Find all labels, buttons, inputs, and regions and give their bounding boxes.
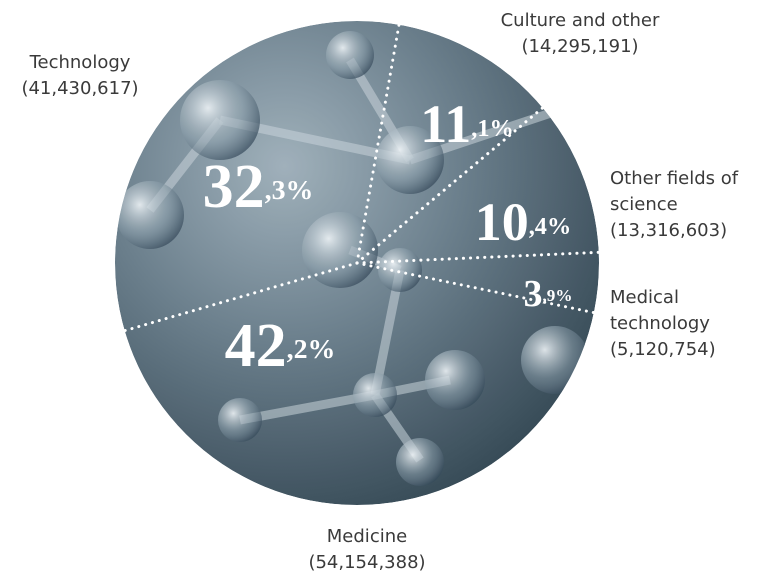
value-label: (41,430,617) [0,76,160,102]
value-label: (54,154,388) [287,550,447,576]
category-name: Culture and other [500,8,660,34]
value-label: (14,295,191) [500,34,660,60]
category-name: Other fields of science [610,166,758,218]
slice-label: Other fields of science(13,316,603) [610,166,758,244]
category-name: Technology [0,50,160,76]
value-label: (5,120,754) [610,337,730,363]
slice-label: Technology(41,430,617) [0,50,160,102]
category-name: Medicine [287,524,447,550]
slice-label: Medical technology(5,120,754) [610,285,730,363]
page: 11,1%10,4%3,9%42,2%32,3% (() => { const … [0,0,758,572]
slice-label: Culture and other(14,295,191) [500,8,660,60]
value-label: (13,316,603) [610,218,758,244]
category-name: Medical technology [610,285,730,337]
slice-label: Medicine(54,154,388) [287,524,447,576]
